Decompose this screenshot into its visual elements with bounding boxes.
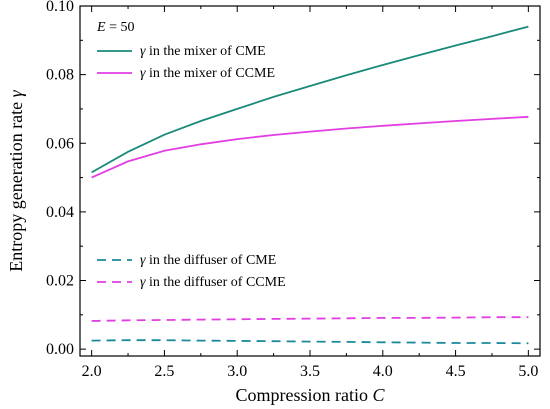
legend-label-2: γ in the mixer of CCME — [140, 66, 275, 81]
legend-label-text: in the mixer of CCME — [146, 66, 276, 81]
x-tick-label: 3.0 — [227, 363, 247, 380]
legend-symbol: γ — [140, 253, 146, 268]
axes-layer: 2.0 2.5 3.0 3.5 4.0 4.5 5.0 0.00 0.02 0.04 0.06 0.0… — [6, 0, 541, 405]
legend-label-text: in the mixer of CME — [146, 44, 266, 59]
legend-symbol: γ — [140, 44, 146, 59]
y-tick-label: 0.08 — [46, 67, 74, 84]
y-axis-title-text: Entropy generation rate — [6, 97, 26, 271]
legend-symbol: γ — [140, 66, 146, 81]
y-tick-label: 0.02 — [46, 273, 74, 290]
x-tick-label: 2.0 — [82, 363, 102, 380]
x-tick-label: 4.5 — [446, 363, 466, 380]
series-line-1 — [91, 25, 529, 174]
y-axis-title-var: γ — [6, 89, 26, 97]
series-layer — [91, 25, 529, 345]
y-tick-label: 0.04 — [46, 204, 74, 221]
legend-symbol: γ — [140, 275, 146, 290]
y-axis-title: Entropy generation rate γ — [6, 89, 26, 271]
legend-label-3: γ in the diffuser of CME — [140, 253, 276, 268]
x-axis-title-text: Compression ratio — [235, 385, 372, 405]
legend-label-text: in the diffuser of CCME — [146, 275, 286, 290]
annotation: E = 50 — [96, 20, 134, 35]
y-tick-label: 0.06 — [46, 135, 74, 152]
x-tick-label: 5.0 — [518, 363, 538, 380]
annotation-var: E — [96, 20, 106, 35]
legend-label-4: γ in the diffuser of CCME — [140, 275, 286, 290]
x-tick-label: 4.0 — [373, 363, 393, 380]
series-line-2 — [91, 115, 529, 179]
legend-label-text: in the diffuser of CME — [146, 253, 277, 268]
annotation-rest: = 50 — [106, 20, 135, 35]
x-tick-label: 3.5 — [300, 363, 320, 380]
series-line-4 — [91, 316, 529, 322]
y-tick-label: 0.00 — [46, 341, 74, 358]
series-line-3 — [91, 339, 529, 345]
annotation-text: E = 50 — [96, 20, 134, 35]
x-tick-label: 2.5 — [154, 363, 174, 380]
y-tick-label: 0.10 — [46, 0, 74, 15]
legend-label-1: γ in the mixer of CME — [140, 44, 266, 59]
x-axis-title-var: C — [372, 385, 385, 405]
x-axis-title: Compression ratio C — [235, 385, 385, 405]
